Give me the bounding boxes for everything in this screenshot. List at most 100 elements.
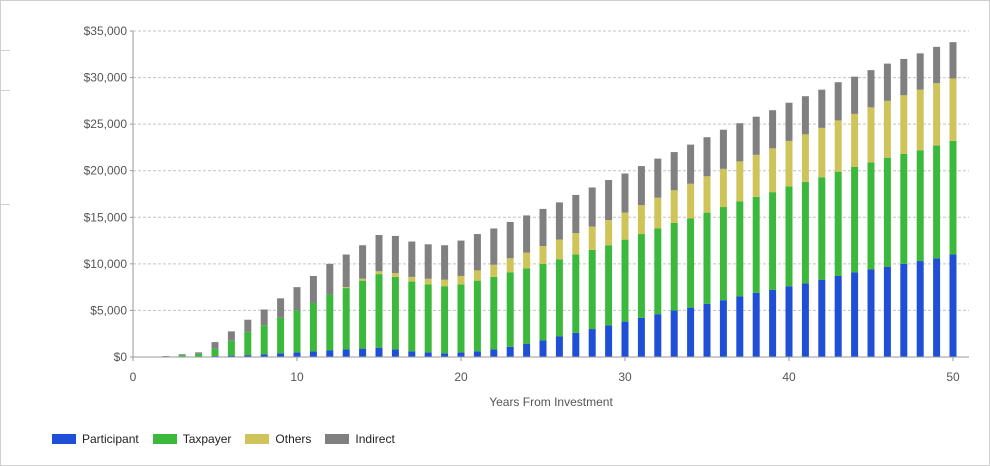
bar-segment-taxpayer [654,228,662,315]
bar-segment-participant [506,346,514,357]
bar-segment-taxpayer [424,284,432,353]
bar-segment-indirect [949,42,957,79]
bar-segment-indirect [687,144,695,184]
bar-segment-indirect [490,228,498,265]
bar-segment-others [555,239,563,260]
y-tick-label: $25,000 [84,117,128,131]
bar-segment-others [457,275,465,285]
legend-swatch [152,434,177,444]
legend-swatch [52,434,76,444]
bar-segment-taxpayer [375,274,383,348]
bar-segment-taxpayer [916,150,924,262]
bar-segment-others [588,226,596,250]
bar-segment-taxpayer [490,276,498,350]
bar-segment-others [441,279,449,287]
bar-segment-taxpayer [785,186,793,287]
bar-segment-taxpayer [326,294,334,351]
bar-segment-taxpayer [227,340,235,356]
bar-segment-indirect [359,245,367,279]
legend-label: Taxpayer [182,432,232,446]
bar-segment-taxpayer [391,276,399,350]
bar-segment-taxpayer [851,166,859,273]
bar-segment-participant [539,340,547,357]
bar-segment-participant [769,289,777,357]
x-tick-label: 20 [454,370,468,384]
bar-segment-taxpayer [244,331,252,356]
bar-segment-participant [457,352,465,357]
bar-segment-participant [818,279,826,357]
legend-swatch [245,434,270,444]
legend: Participant Taxpayer Others Indirect [52,432,395,446]
bar-segment-indirect [277,298,285,318]
bar-segment-participant [883,266,891,357]
bar-segment-taxpayer [277,317,285,354]
bar-segment-taxpayer [719,207,727,301]
panel-divider-3 [0,204,10,205]
bar-segment-others [654,197,662,229]
window-frame-left [0,0,1,466]
bar-segment-participant [900,263,908,357]
bar-segment-taxpayer [523,268,531,344]
bar-segment-indirect [539,208,547,247]
x-tick-label: 0 [130,370,137,384]
bar-segment-participant [736,296,744,357]
bar-segment-participant [719,300,727,357]
bar-segment-participant [375,347,383,357]
bar-segment-others [752,154,760,197]
bar-segment-taxpayer [195,353,203,357]
bar-segment-participant [293,352,301,357]
y-tick-label: $20,000 [84,164,128,178]
bar-segment-participant [260,354,268,357]
grid-lines [133,30,969,311]
legend-swatch [325,434,350,444]
bar-segment-participant [473,351,481,357]
bar-segment-others [424,278,432,285]
bar-segment-indirect [555,202,563,240]
bar-segment-others [900,95,908,154]
bar-segment-participant [834,275,842,357]
bar-segment-indirect [654,158,662,198]
bar-segment-indirect [178,354,186,356]
bar-segment-participant [605,325,613,357]
bar-segment-indirect [621,173,629,213]
bar-segment-indirect [375,234,383,272]
bar-segment-others [391,273,399,277]
bar-segment-others [375,271,383,275]
legend-label: Others [275,432,312,446]
bar-segment-participant [752,292,760,357]
bar-segment-taxpayer [555,259,563,337]
bar-segment-participant [277,353,285,357]
bar-segment-participant [621,321,629,357]
bar-segment-participant [555,336,563,357]
bar-segment-indirect [195,352,203,354]
bar-segment-taxpayer [703,212,711,304]
bar-segment-others [490,264,498,277]
bar-segment-indirect [703,137,711,177]
bar-segment-others [342,287,350,289]
bar-segment-others [801,134,809,182]
bar-segment-taxpayer [900,153,908,264]
bar-segment-taxpayer [801,181,809,284]
bar-segment-others [834,120,842,172]
bar-segment-participant [359,348,367,357]
bar-segment-taxpayer [506,272,514,347]
bar-segment-taxpayer [473,280,481,352]
bar-segment-indirect [441,245,449,280]
bar-segment-participant [408,351,416,357]
y-tick-label: $0 [114,350,128,364]
bars [162,42,957,357]
bar-segment-indirect [670,152,678,191]
bar-segment-indirect [818,89,826,128]
bar-segment-taxpayer [949,140,957,255]
bar-segment-indirect [506,221,514,259]
y-tick-label: $35,000 [84,24,128,38]
bar-segment-participant [391,349,399,357]
bar-segment-others [572,233,580,255]
bar-segment-indirect [883,63,891,101]
bar-segment-participant [441,353,449,357]
bar-segment-participant [949,254,957,357]
bar-segment-others [818,127,826,178]
bar-segment-participant [490,349,498,357]
bar-segment-taxpayer [621,239,629,322]
